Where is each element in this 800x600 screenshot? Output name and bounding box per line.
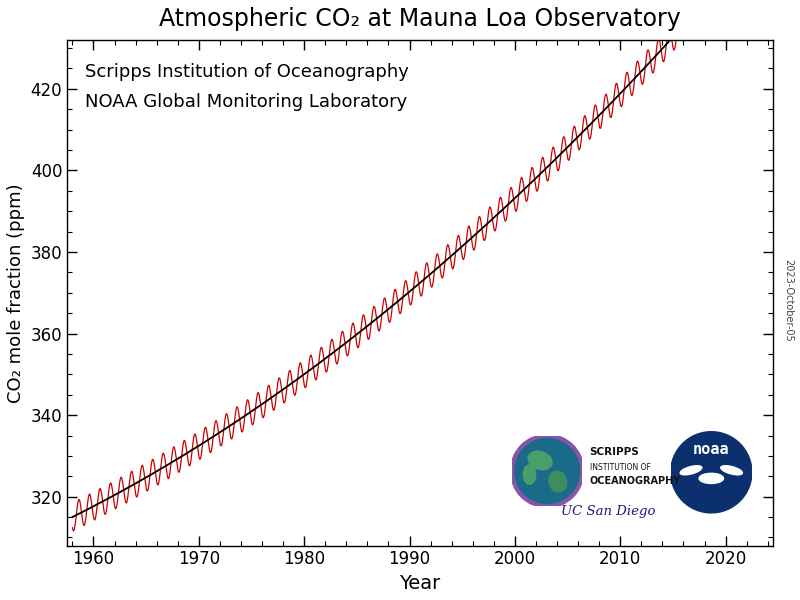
Text: UC San Diego: UC San Diego xyxy=(562,505,656,518)
Text: 2023-October-05: 2023-October-05 xyxy=(783,259,793,341)
Text: NOAA Global Monitoring Laboratory: NOAA Global Monitoring Laboratory xyxy=(85,93,407,111)
Text: INSTITUTION OF: INSTITUTION OF xyxy=(590,463,650,472)
Text: SCRIPPS: SCRIPPS xyxy=(590,447,639,457)
Title: Atmospheric CO₂ at Mauna Loa Observatory: Atmospheric CO₂ at Mauna Loa Observatory xyxy=(159,7,681,31)
Text: OCEANOGRAPHY: OCEANOGRAPHY xyxy=(590,476,681,486)
Text: Scripps Institution of Oceanography: Scripps Institution of Oceanography xyxy=(85,62,409,80)
Y-axis label: CO₂ mole fraction (ppm): CO₂ mole fraction (ppm) xyxy=(7,183,25,403)
X-axis label: Year: Year xyxy=(399,574,441,593)
